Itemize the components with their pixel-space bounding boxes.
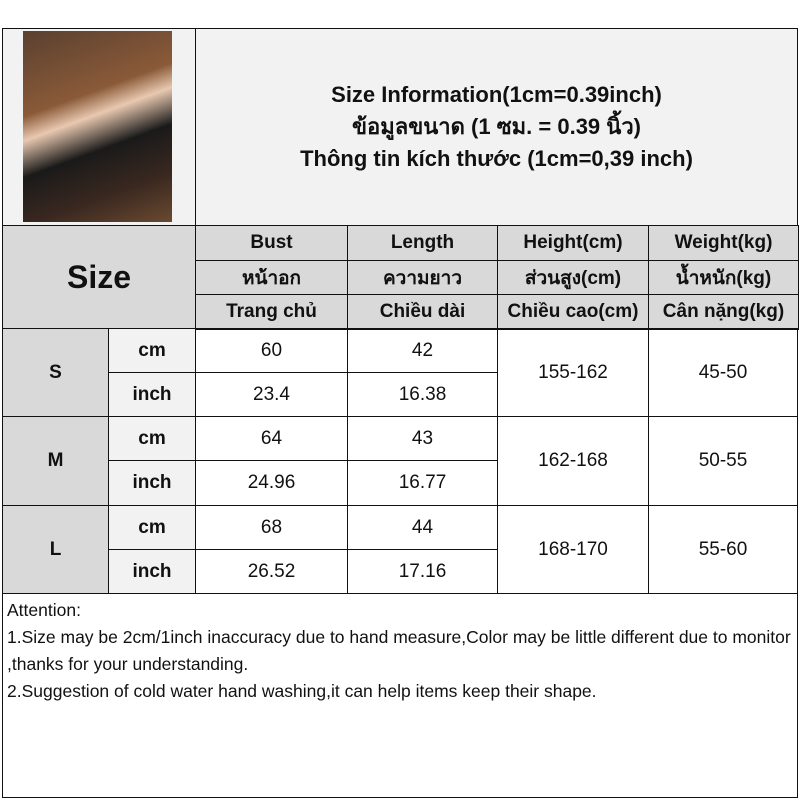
column-header: Height(cm) [497, 225, 649, 261]
length-value: 17.16 [347, 549, 498, 594]
notes-heading: Attention: [7, 600, 81, 620]
unit-label: cm [108, 505, 196, 550]
bust-value: 64 [195, 416, 348, 461]
size-header: Size [2, 225, 196, 329]
length-value: 43 [347, 416, 498, 461]
size-info-title: Size Information(1cm=0.39inch) ข้อมูลขนา… [195, 28, 798, 226]
column-header: Length [347, 225, 498, 261]
column-header: Cân nặng(kg) [648, 294, 799, 330]
weight-value: 55-60 [648, 505, 798, 594]
bust-value: 68 [195, 505, 348, 550]
unit-label: inch [108, 549, 196, 594]
unit-label: cm [108, 416, 196, 461]
column-header: Weight(kg) [648, 225, 799, 261]
bust-value: 24.96 [195, 460, 348, 506]
unit-label: cm [108, 328, 196, 373]
column-header: หน้าอก [195, 260, 348, 295]
height-value: 162-168 [497, 416, 649, 506]
weight-value: 45-50 [648, 328, 798, 417]
length-value: 44 [347, 505, 498, 550]
length-value: 42 [347, 328, 498, 373]
height-value: 155-162 [497, 328, 649, 417]
column-header: ส่วนสูง(cm) [497, 260, 649, 295]
product-photo [23, 31, 172, 222]
column-header: Chiều cao(cm) [497, 294, 649, 330]
column-header: น้ำหนัก(kg) [648, 260, 799, 295]
notes: Attention: 1.Size may be 2cm/1inch inacc… [2, 593, 798, 798]
note-1: 1.Size may be 2cm/1inch inaccuracy due t… [7, 627, 791, 674]
title-vi: Thông tin kích thước (1cm=0,39 inch) [300, 146, 693, 171]
bust-value: 60 [195, 328, 348, 373]
column-header: Trang chủ [195, 294, 348, 330]
size-label: S [2, 328, 109, 417]
column-header: Chiều dài [347, 294, 498, 330]
length-value: 16.38 [347, 372, 498, 417]
weight-value: 50-55 [648, 416, 798, 506]
length-value: 16.77 [347, 460, 498, 506]
bust-value: 26.52 [195, 549, 348, 594]
bust-value: 23.4 [195, 372, 348, 417]
unit-label: inch [108, 460, 196, 506]
height-value: 168-170 [497, 505, 649, 594]
title-th: ข้อมูลขนาด (1 ซม. = 0.39 นิ้ว) [351, 114, 641, 139]
column-header: ความยาว [347, 260, 498, 295]
title-en: Size Information(1cm=0.39inch) [331, 82, 662, 107]
unit-label: inch [108, 372, 196, 417]
size-label: M [2, 416, 109, 506]
note-2: 2.Suggestion of cold water hand washing,… [7, 681, 597, 701]
size-label: L [2, 505, 109, 594]
column-header: Bust [195, 225, 348, 261]
